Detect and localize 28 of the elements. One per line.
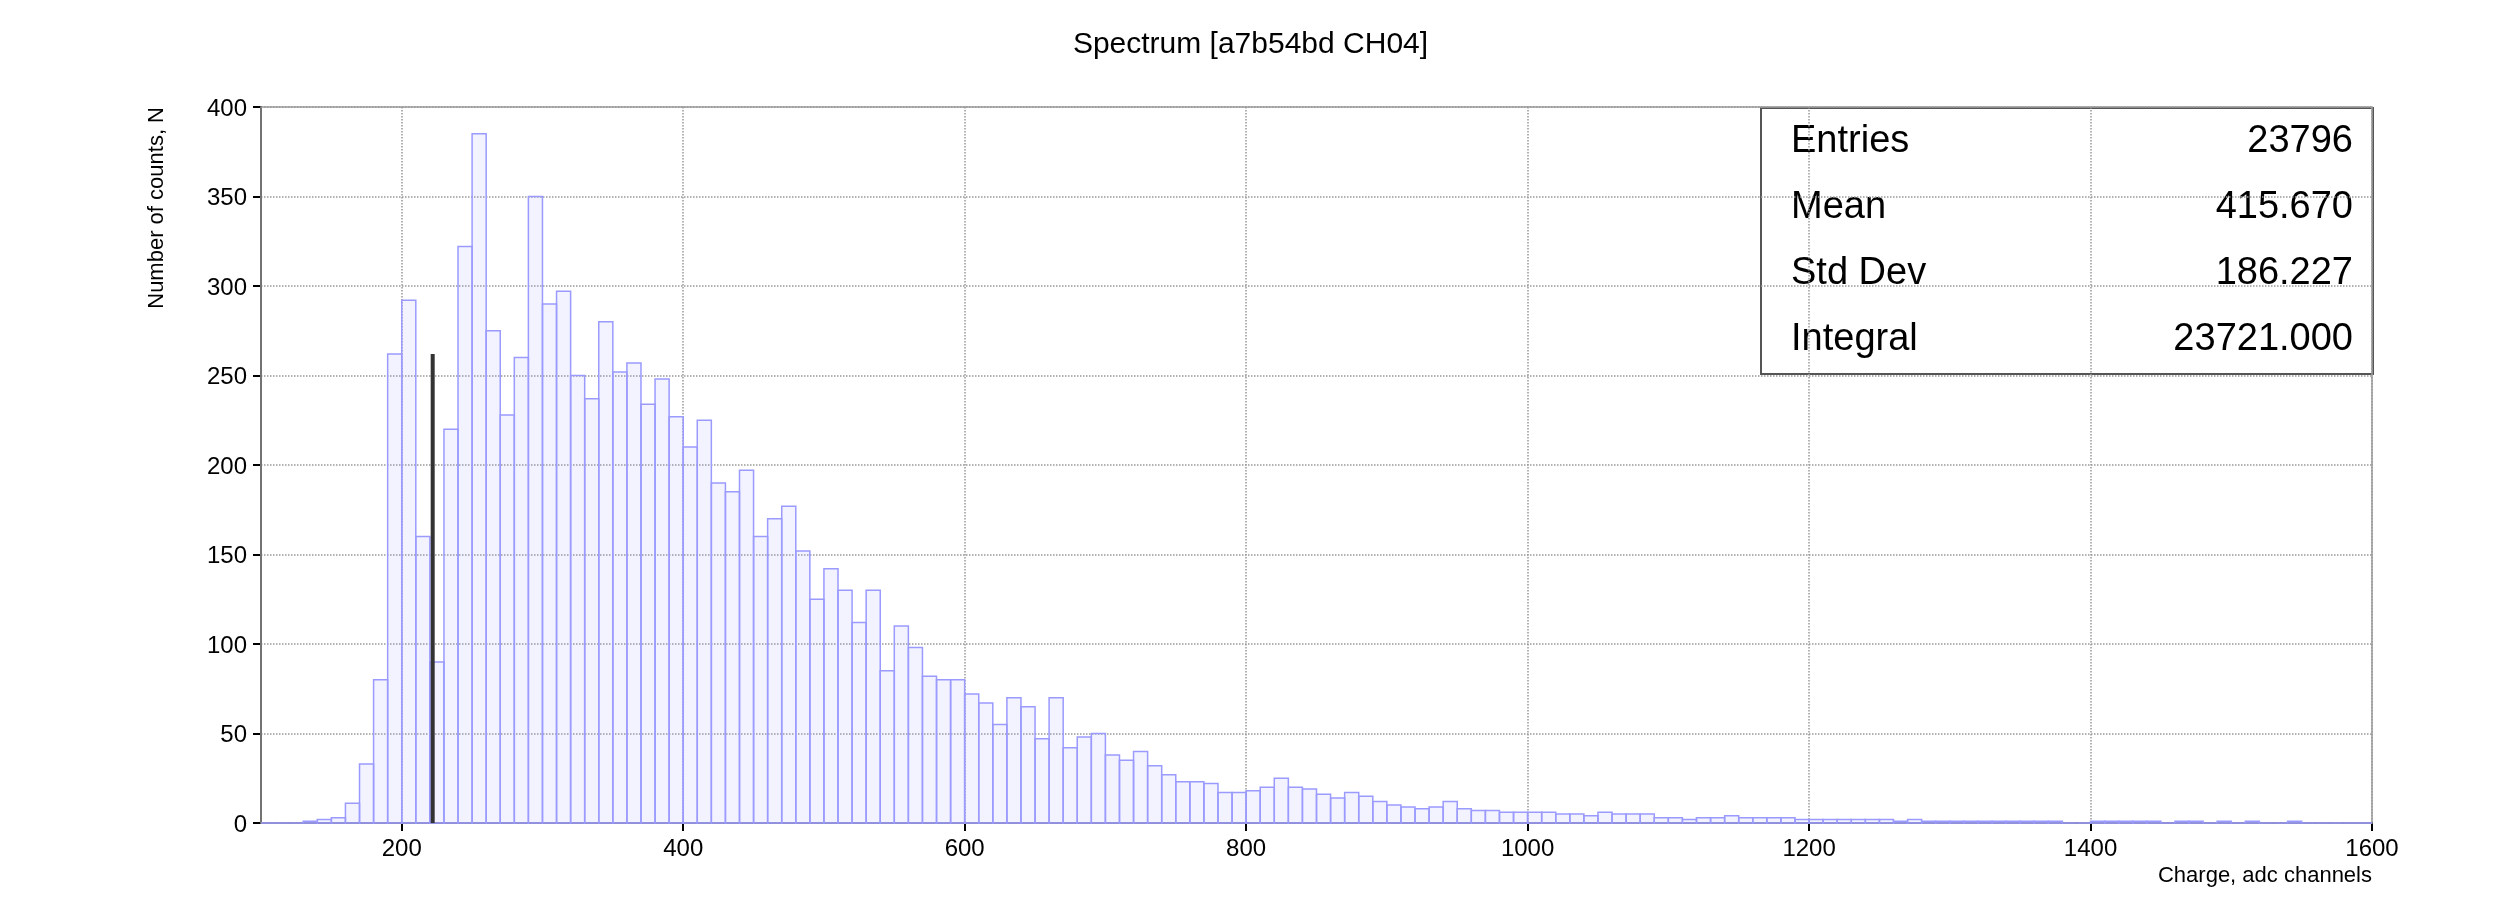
x-tick-label: 400 [663, 833, 704, 861]
y-tick-label: 0 [233, 809, 247, 837]
annotation: 186.227 [2215, 250, 2353, 292]
x-tick-label: 1400 [2063, 833, 2118, 861]
x-axis-title: Charge, adc channels [2157, 861, 2372, 887]
y-tick-label: 400 [206, 93, 247, 121]
y-tick-label: 350 [206, 183, 247, 210]
annotation: 23721.000 [2173, 316, 2353, 358]
x-tick-label: 200 [381, 833, 422, 861]
y-tick-label: 150 [206, 541, 247, 568]
annotation: Std Dev [1791, 250, 1927, 292]
y-tick-label: 100 [206, 630, 247, 658]
annotation: Mean [1791, 184, 1887, 226]
annotation: 415.670 [2215, 184, 2353, 226]
x-tick-label: 1000 [1500, 833, 1555, 861]
chart-title: Spectrum [a7b54bd CH04] [1072, 25, 1429, 59]
x-tick-label: 800 [1226, 833, 1267, 861]
annotation: 23796 [2247, 118, 2353, 160]
annotation: Integral [1791, 316, 1918, 358]
y-tick-label: 250 [206, 362, 247, 389]
x-tick-label: 1200 [1782, 833, 1836, 861]
x-tick-label: 600 [944, 833, 985, 861]
annotation: Entries [1791, 118, 1910, 160]
y-tick-label: 300 [206, 272, 247, 300]
y-tick-label: 200 [206, 451, 247, 479]
x-tick-label: 1600 [2345, 833, 2399, 861]
y-axis-title: Number of counts, N [142, 107, 168, 309]
y-tick-label: 50 [220, 720, 247, 747]
